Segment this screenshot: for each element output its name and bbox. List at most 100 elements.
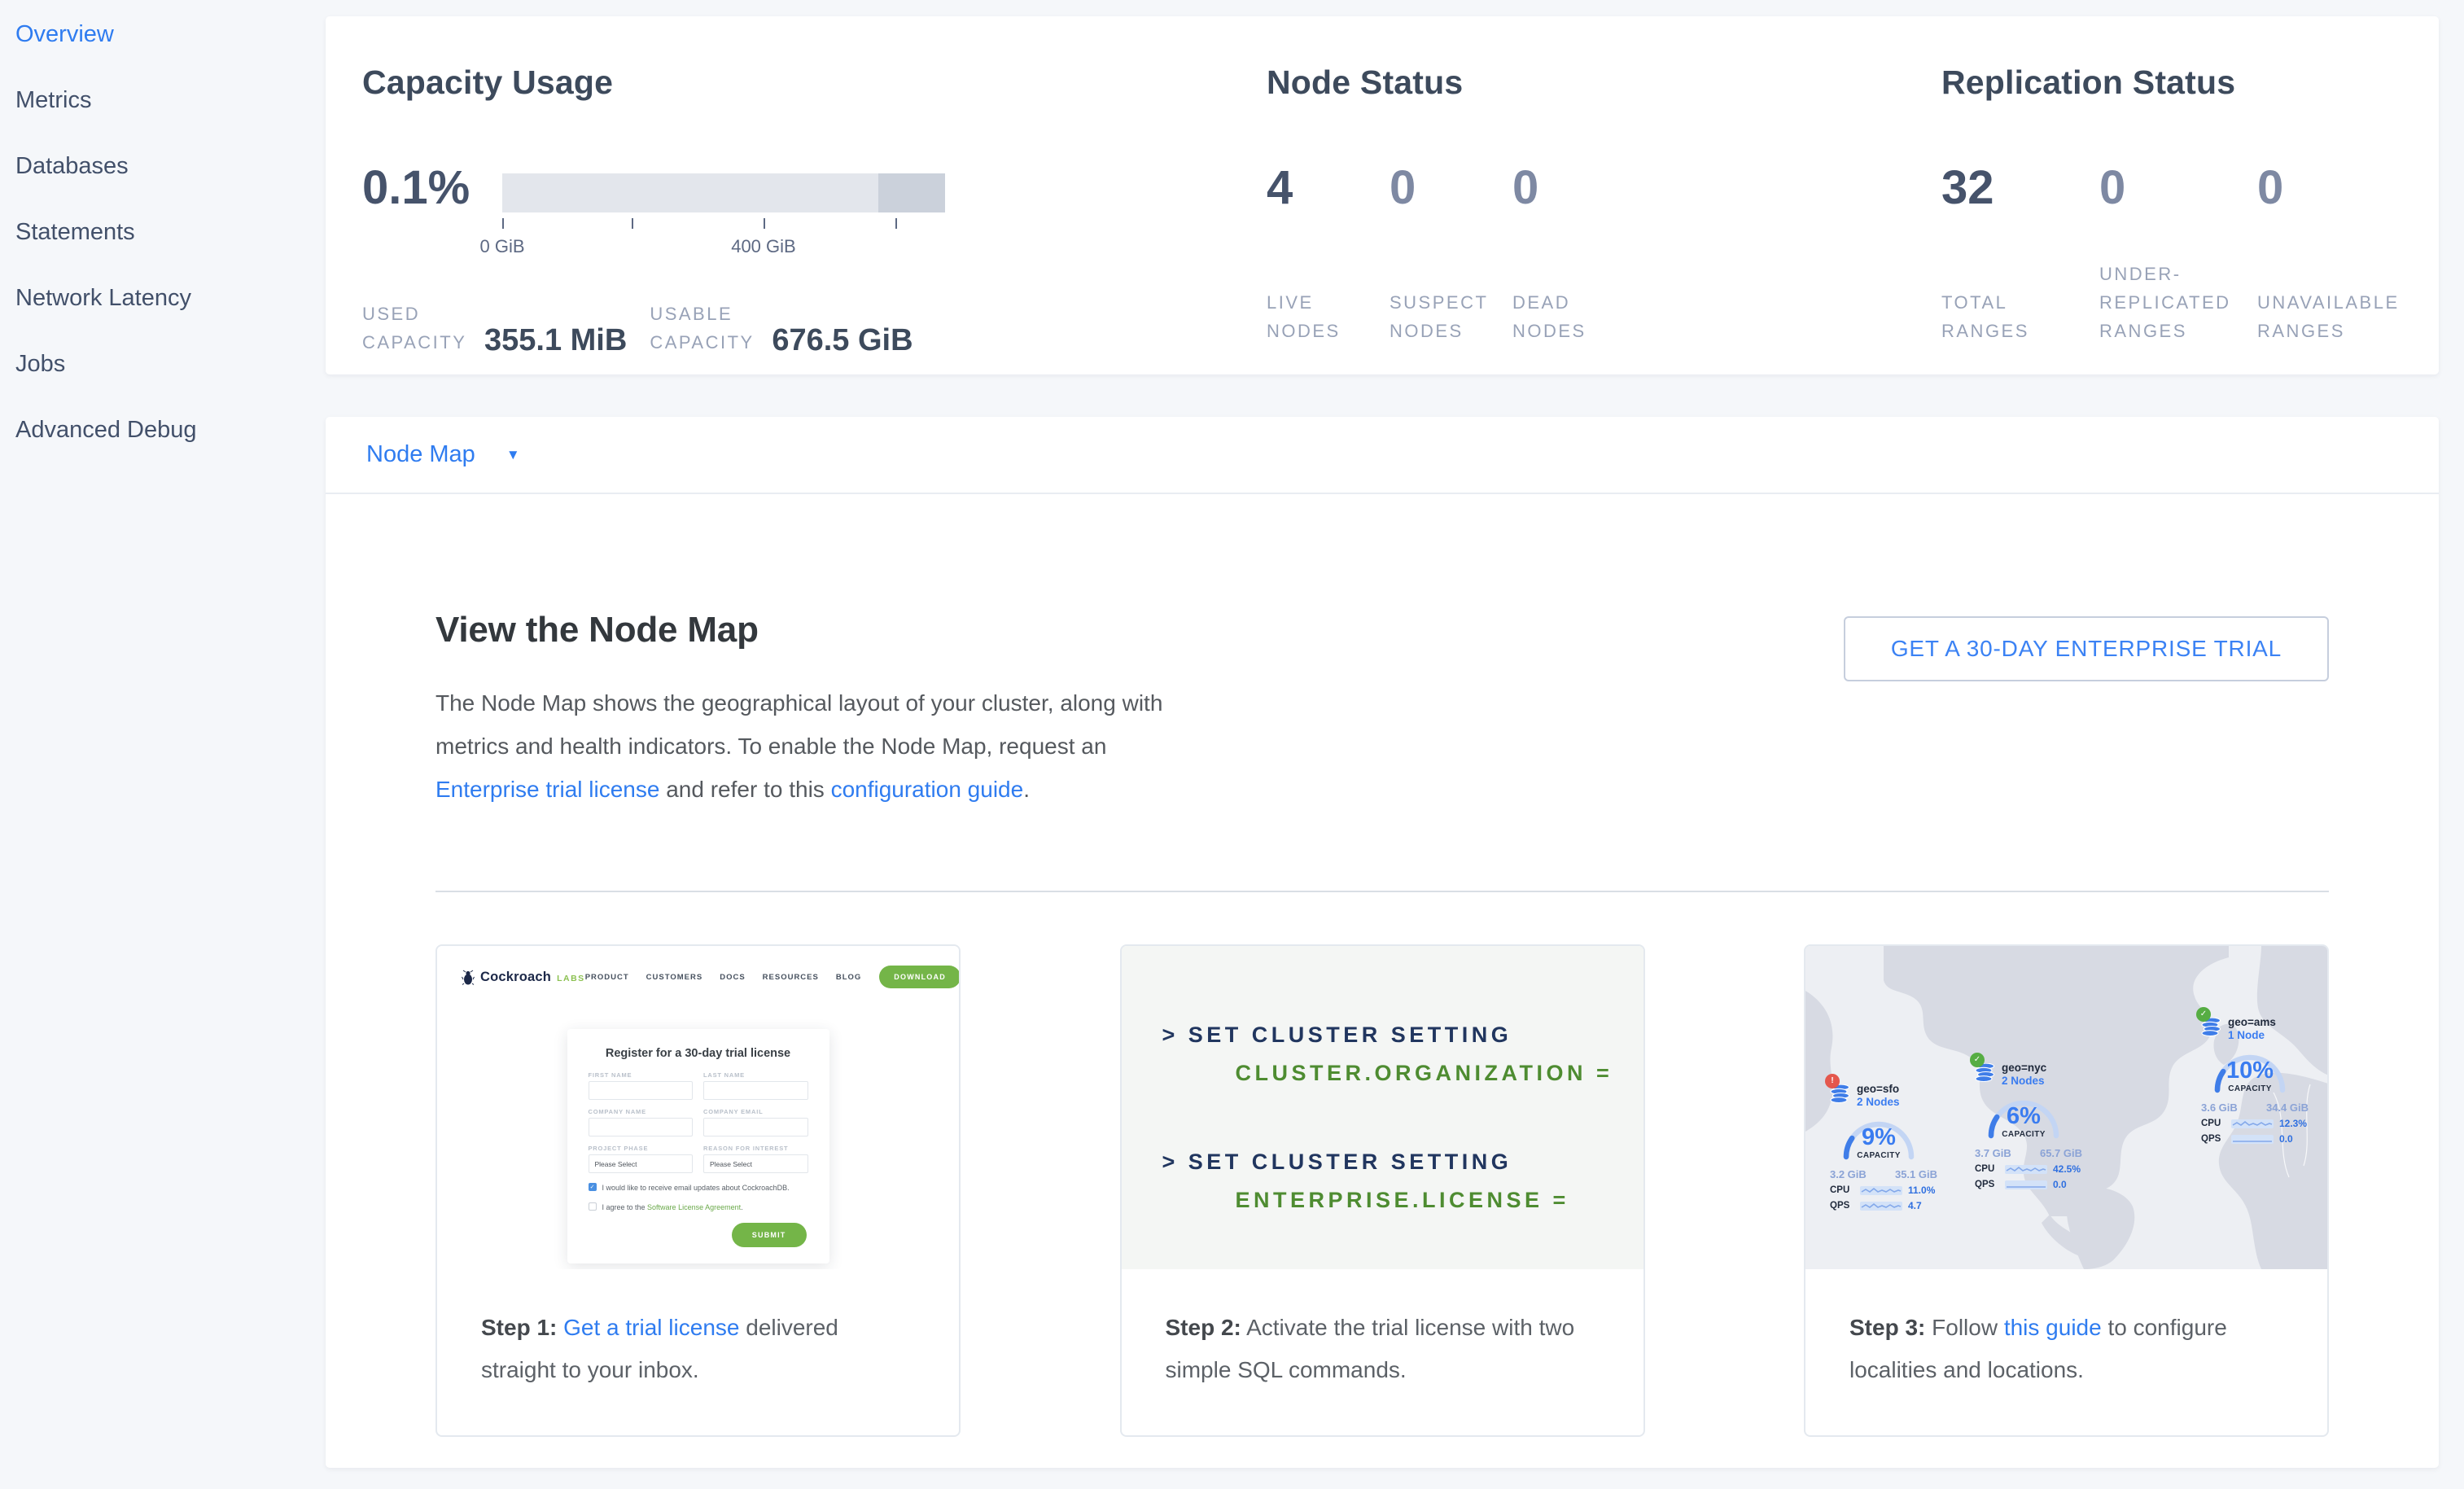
- minisite-nav-blog: BLOG: [835, 972, 862, 982]
- metric-label: CPU: [1975, 1164, 1995, 1174]
- step-card-1: Cockroach LABS PRODUCT CUSTOMERS DOCS RESOU…: [435, 944, 961, 1437]
- text-segment: I would like to receive email updates ab…: [602, 1184, 790, 1192]
- capacity-bar-row: 0.1% 0 GiB 400 GiB: [362, 155, 945, 257]
- inline-link[interactable]: configuration guide: [830, 777, 1024, 802]
- cpu-metric: CPU 42.5%: [1975, 1163, 2097, 1175]
- checkbox-label: I agree to the Software License Agreemen…: [602, 1202, 743, 1212]
- healthy-status-icon: ✓: [1970, 1053, 1985, 1067]
- node-status-section: Node Status 4 LIVE NODES 0 SUSPECT NODES 0 DE…: [1267, 61, 1635, 345]
- stat-value: 0: [1512, 161, 1539, 214]
- inline-link[interactable]: Get a trial license: [563, 1315, 740, 1340]
- cpu-metric: CPU 12.3%: [2201, 1118, 2323, 1129]
- sparkline: [2231, 1134, 2274, 1144]
- capacity-range: 3.2 GiB 35.1 GiB: [1830, 1168, 1937, 1180]
- logo-text: Cockroach: [480, 969, 552, 984]
- sql-line: > SET CLUSTER SETTING: [1162, 1023, 1512, 1047]
- capacity-bar: [502, 173, 945, 212]
- inline-link[interactable]: Enterprise trial license: [435, 777, 660, 802]
- text-segment: Follow: [1925, 1315, 2004, 1340]
- registration-site-preview: Cockroach LABS PRODUCT CUSTOMERS DOCS RESOU…: [437, 946, 959, 1269]
- stat-live-nodes: 4 LIVE NODES: [1267, 155, 1390, 345]
- node-map-content: View the Node Map The Node Map shows the…: [326, 610, 2439, 1437]
- locality-id: geo=sfo 2 Nodes: [1857, 1083, 1900, 1108]
- capacity-usage-section: Capacity Usage 0.1% 0 GiB 400 GiB USED CA…: [362, 61, 945, 357]
- capacity-caption: CAPACITY: [2002, 1130, 2046, 1139]
- inline-link: Software License Agreement: [647, 1203, 742, 1211]
- replication-status-stats: 32 TOTAL RANGES 0 UNDER-REPLICATED RANGES 0 U…: [1941, 155, 2415, 345]
- healthy-status-icon: ✓: [2196, 1007, 2211, 1022]
- minisite-header: Cockroach LABS PRODUCT CUSTOMERS DOCS RESOU…: [437, 946, 959, 988]
- locality-name: geo=ams: [2228, 1016, 2276, 1028]
- map-locality-geo-ams: ✓ geo=ams 1 Node 10% CAPACITY 3.6 GiB 34.4 GiB…: [2196, 1007, 2323, 1145]
- sidebar-item-network-latency[interactable]: Network Latency: [15, 285, 191, 311]
- sidebar-item-overview[interactable]: Overview: [15, 21, 114, 47]
- stat-label: DEAD NODES: [1512, 292, 1587, 341]
- checkbox-icon: [588, 1202, 597, 1211]
- metric-value: 12.3%: [2279, 1118, 2308, 1129]
- capacity-bar-chart: 0 GiB 400 GiB: [479, 173, 945, 257]
- replication-status-title: Replication Status: [1941, 64, 2236, 101]
- form-title: Register for a 30-day trial license: [605, 1047, 791, 1060]
- sidebar-item-advanced-debug[interactable]: Advanced Debug: [15, 417, 197, 443]
- node-map-view-selector[interactable]: Node Map ▼: [326, 417, 2439, 494]
- capacity-range: 3.7 GiB 65.7 GiB: [1975, 1147, 2082, 1159]
- sidebar-item-jobs[interactable]: Jobs: [15, 351, 66, 377]
- form-fields-grid: FIRST NAME LAST NAME COMPANY NAME COMPANY E…: [588, 1063, 808, 1173]
- sidebar-item-metrics[interactable]: Metrics: [15, 87, 92, 113]
- stat-total-ranges: 32 TOTAL RANGES: [1941, 155, 2099, 345]
- step2-caption: Step 2: Activate the trial license with …: [1122, 1269, 1643, 1391]
- text-segment: Step 1:: [481, 1315, 558, 1340]
- stat-value: 355.1 MiB: [484, 323, 628, 357]
- sidebar-item-statements[interactable]: Statements: [15, 219, 135, 245]
- capacity-percent: 6%: [2007, 1103, 2041, 1129]
- stat-value: 0: [2099, 161, 2126, 214]
- page-title: View the Node Map: [435, 610, 759, 650]
- capacity-used: 3.7 GiB: [1975, 1147, 2011, 1159]
- field-label: REASON FOR INTEREST: [703, 1145, 789, 1152]
- locality-node-count: 1 Node: [2228, 1029, 2265, 1041]
- step-card-3: ! geo=sfo 2 Nodes 9% CAPACITY 3.2 GiB 35.1 GiB…: [1804, 944, 2329, 1437]
- node-map-selector-label: Node Map: [366, 441, 475, 467]
- field-label: COMPANY EMAIL: [703, 1108, 764, 1115]
- axis-tick: [502, 218, 504, 229]
- text-segment: .: [1023, 777, 1030, 802]
- submit-button: SUBMIT: [731, 1223, 807, 1247]
- sparkline: [1860, 1201, 1902, 1211]
- node-status-stats: 4 LIVE NODES 0 SUSPECT NODES 0 DEAD NODES: [1267, 155, 1635, 345]
- capacity-stat-usable-capacity: USABLE CAPACITY 676.5 GiB: [650, 300, 913, 357]
- locality-name: geo=sfo: [1857, 1083, 1900, 1095]
- node-map-card: Node Map ▼ View the Node Map The Node Ma…: [326, 417, 2439, 1468]
- step1-caption: Step 1: Get a trial license delivered st…: [437, 1269, 959, 1391]
- minisite-nav-customers: CUSTOMERS: [646, 972, 703, 982]
- capacity-total: 34.4 GiB: [2265, 1101, 2309, 1114]
- locality-header: ✓ geo=nyc 2 Nodes: [1970, 1053, 2097, 1087]
- locality-id: geo=ams 1 Node: [2228, 1016, 2276, 1041]
- sparkline: [2005, 1180, 2047, 1189]
- step1-thumbnail: Cockroach LABS PRODUCT CUSTOMERS DOCS RESOU…: [437, 946, 959, 1269]
- inline-link[interactable]: this guide: [2003, 1315, 2102, 1340]
- text-segment: I agree to the: [602, 1203, 648, 1211]
- get-trial-button[interactable]: GET A 30-DAY ENTERPRISE TRIAL: [1843, 616, 2329, 681]
- qps-metric: QPS 4.7: [1830, 1200, 1952, 1211]
- sidebar-item-databases[interactable]: Databases: [15, 153, 129, 179]
- stat-label: UNDER-REPLICATED RANGES: [2099, 264, 2231, 341]
- cockroach-icon: [462, 970, 475, 985]
- text-segment: and refer to this: [659, 777, 831, 802]
- metric-value: 42.5%: [2053, 1163, 2081, 1175]
- capacity-stat-used-capacity: USED CAPACITY 355.1 MiB: [362, 300, 627, 357]
- trial-registration-form: Register for a 30-day trial license FIRS…: [567, 1029, 829, 1263]
- minisite-field-first-name: FIRST NAME: [588, 1063, 693, 1100]
- logo-labs-text: LABS: [557, 973, 585, 983]
- sidebar: Overview Metrics Databases Statements Networ…: [0, 0, 326, 1489]
- metric-label: QPS: [1975, 1180, 1995, 1189]
- metric-value: 11.0%: [1908, 1185, 1936, 1196]
- section-divider: [435, 891, 2329, 892]
- qps-metric: QPS 0.0: [1975, 1179, 2097, 1190]
- stat-dead-nodes: 0 DEAD NODES: [1512, 155, 1635, 345]
- locality-header: ! geo=sfo 2 Nodes: [1825, 1074, 1952, 1108]
- node-map-preview: ! geo=sfo 2 Nodes 9% CAPACITY 3.2 GiB 35.1 GiB…: [1805, 946, 2327, 1269]
- step-card-2: > SET CLUSTER SETTING CLUSTER.ORGANIZATIO…: [1119, 944, 1645, 1437]
- minisite-field-last-name: LAST NAME: [703, 1063, 808, 1100]
- field-label: LAST NAME: [703, 1071, 745, 1079]
